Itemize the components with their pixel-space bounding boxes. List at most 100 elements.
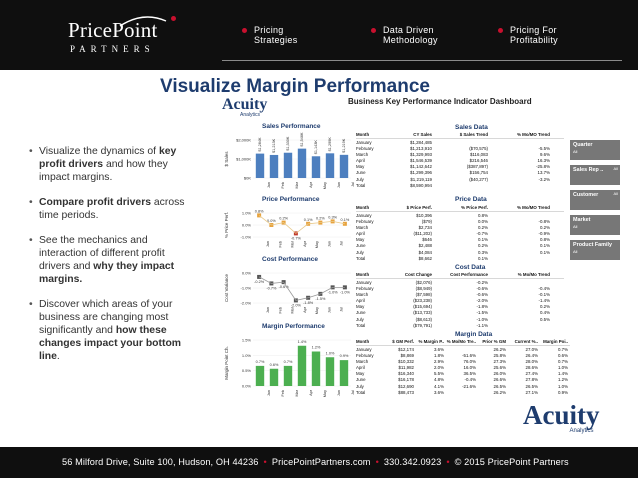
x-tick-label: Feb xyxy=(278,307,282,314)
nav-data-driven-methodology[interactable]: Data Driven Methodology xyxy=(371,25,438,45)
table-cell: May xyxy=(356,304,365,310)
table-cell: -25.8% xyxy=(536,164,550,170)
table-cell: 25.8% xyxy=(493,353,506,359)
table-cell: -1.5% xyxy=(476,310,488,316)
y-tick-label: 1.0% xyxy=(242,353,252,358)
table-row: June ($13,733) -1.5% 0.4% xyxy=(356,310,564,316)
chart-marker xyxy=(257,213,262,218)
table-cell: July xyxy=(356,249,364,255)
table-cell: 2.0% xyxy=(433,365,444,371)
table-row: February ($79) 0.0% -0.8% xyxy=(356,219,564,225)
table-cell: 0.1% xyxy=(539,249,550,255)
acuity-logo-text: Acuity xyxy=(523,400,600,430)
x-tick-label: Jul xyxy=(351,390,355,395)
table-cell: Cost Change xyxy=(404,272,432,277)
price-performance-chart[interactable]: % Price Perf. 1.0% 0.0% -1.0% 0.8% Jan 0.0% Feb… xyxy=(223,203,355,253)
table-cell: $ Price Perf. xyxy=(406,205,432,210)
filter-customer[interactable]: Customer All xyxy=(570,190,620,210)
y-tick-label: -2.0% xyxy=(241,301,252,306)
pricepoint-logo[interactable]: PricePoint PARTNERS xyxy=(68,16,176,54)
table-cell: -0.4% xyxy=(464,377,476,383)
table-cell: March xyxy=(356,225,369,231)
table-cell: 0.1% xyxy=(477,237,488,243)
table-row: Total $8,662 0.1% xyxy=(356,256,564,262)
table-cell: February xyxy=(356,146,374,152)
cost-performance-chart[interactable]: Cost Variance 0.0% -1.0% -2.0% -0.2% Jan -0.7%… xyxy=(223,263,355,319)
logo-swoosh-icon xyxy=(119,16,167,27)
data-label: $1,299K xyxy=(328,137,332,152)
margin-performance-chart[interactable]: Margin Point Ch. 1.5% 1.0% 0.5% 0.0% 0.7% Jan 0… xyxy=(223,330,355,402)
filter-market[interactable]: Market All xyxy=(570,215,620,235)
sales-performance-title: Sales Performance xyxy=(262,123,321,130)
table-cell: Cost Performance xyxy=(450,272,488,277)
table-cell: ($387,897) xyxy=(466,164,488,170)
chart-bar xyxy=(311,351,321,386)
x-tick-label: Mar xyxy=(291,240,295,247)
table-cell: Prior % GM xyxy=(482,339,506,344)
table-row: April $11,982 2.0% 16.0% 25.6% 28.6% 1.0% xyxy=(356,365,570,371)
table-header-row: Month CY Sales $ Sales Trend % Mo/MO Trend xyxy=(356,131,564,139)
table-cell: $1,219,119 xyxy=(410,176,432,182)
table-row: April $1,546,539 $216,546 16.3% xyxy=(356,158,564,164)
data-label: 0.7% xyxy=(284,360,293,364)
bullet-item: Compare profit drivers across time perio… xyxy=(29,196,192,222)
chart-bar xyxy=(339,360,349,386)
table-cell: 25.6% xyxy=(493,365,506,371)
bullet-text: and how they impact margins. xyxy=(39,159,168,183)
table-row: March $2,734 0.2% 0.2% xyxy=(356,225,564,231)
table-cell: -2.0% xyxy=(476,298,488,304)
margin-data-title: Margin Data xyxy=(455,331,493,338)
chart-marker xyxy=(342,221,347,226)
table-header-row: Month Cost Change Cost Performance % Mo/Mo … xyxy=(356,271,564,279)
filter-label: Customer xyxy=(573,192,599,198)
x-tick-label: May xyxy=(323,390,327,397)
table-cell: -3.2% xyxy=(538,176,550,182)
table-cell: -1.1% xyxy=(476,322,488,328)
y-axis-label: Margin Point Ch. xyxy=(224,346,229,380)
nav-pricing-for-profitability[interactable]: Pricing For Profitability xyxy=(498,25,558,45)
table-cell: July xyxy=(356,316,364,322)
table-cell: 0.3% xyxy=(477,249,488,255)
filter-value: All xyxy=(573,249,578,254)
footer-website-link[interactable]: PricePointPartners.com xyxy=(271,457,371,467)
chart-bar xyxy=(311,156,321,178)
nav-label-1: Pricing xyxy=(254,25,284,35)
x-tick-label: Feb xyxy=(281,390,285,397)
y-tick-label: 1.0% xyxy=(242,211,252,216)
table-cell: -21.6% xyxy=(462,383,476,389)
table-cell: 27.0% xyxy=(525,347,538,352)
table-cell xyxy=(488,256,550,262)
filter-value: All xyxy=(573,149,578,154)
y-tick-label: 0.0% xyxy=(242,384,252,389)
table-cell: 0.2% xyxy=(539,304,550,310)
table-header-row: Month $ GM Perf. % Margin P..% Mo/Mo Tre..… xyxy=(356,338,570,346)
table-cell: 0.8% xyxy=(539,237,550,243)
filter-product-family[interactable]: Product Family All xyxy=(570,240,620,260)
data-label: 0.9% xyxy=(340,354,349,358)
table-cell xyxy=(488,183,550,189)
y-axis-label: Cost Variance xyxy=(224,274,229,302)
table-cell: 0.2% xyxy=(477,225,488,231)
table-cell: $4,084 xyxy=(418,249,432,255)
table-cell: $8,662 xyxy=(418,255,432,261)
cost-data-title: Cost Data xyxy=(455,264,486,271)
table-cell: ($79) xyxy=(421,219,432,225)
filter-sales-rep[interactable]: Sales Rep .. All xyxy=(570,165,620,185)
data-label: 0.2% xyxy=(279,217,288,221)
filter-right-value: All xyxy=(613,191,618,196)
table-row: May $1,142,642 ($387,897) -25.8% xyxy=(356,164,564,170)
table-cell: $10,396 xyxy=(416,213,432,218)
sales-performance-chart[interactable]: $ Sales $2,000K $1,000K $0K $1,284K Jan $1,213… xyxy=(223,130,355,194)
filter-label: Market xyxy=(573,217,591,223)
filter-label: Sales Rep .. xyxy=(573,167,604,173)
y-tick-label: 0.0% xyxy=(242,223,252,228)
y-tick-label: -1.0% xyxy=(241,286,252,291)
table-cell: $156,754 xyxy=(469,170,488,176)
table-cell: June xyxy=(356,243,366,249)
filter-panel: Quarter All Sales Rep .. All Customer All M… xyxy=(570,140,620,265)
table-cell: Current %.. xyxy=(514,339,538,344)
nav-pricing-strategies[interactable]: Pricing Strategies xyxy=(242,25,298,45)
filter-quarter[interactable]: Quarter All xyxy=(570,140,620,160)
table-cell: $16,340 xyxy=(398,371,414,377)
nav-bullet-icon xyxy=(242,28,247,33)
